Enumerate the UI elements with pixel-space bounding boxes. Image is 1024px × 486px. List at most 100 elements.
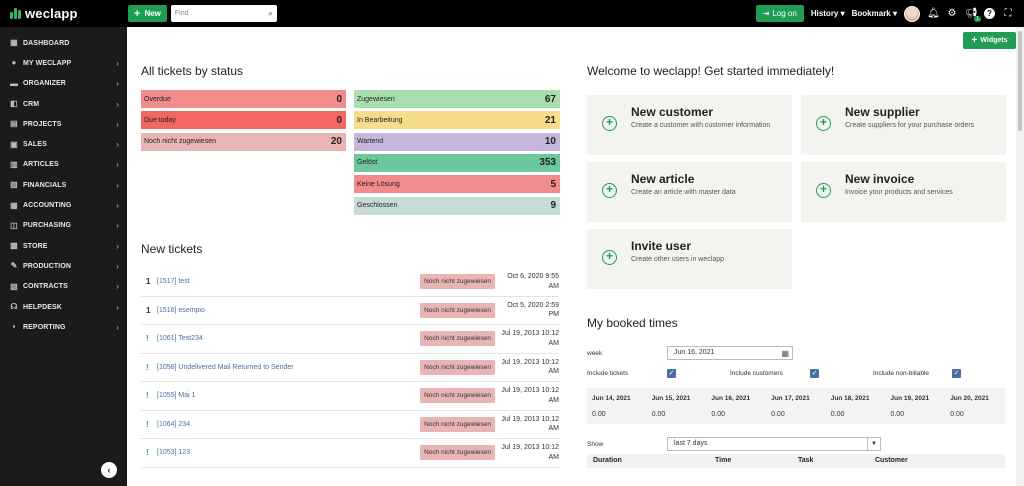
priority-indicator: 1 <box>146 277 151 287</box>
status-cell[interactable]: Wartend 10 <box>354 132 560 151</box>
chevron-right-icon: › <box>116 140 119 150</box>
table-row[interactable]: ! [1055] Mai 1 Noch nicht zugewiesen Jul 19… <box>141 382 559 411</box>
chevron-right-icon: › <box>116 160 119 170</box>
card-new-supplier[interactable]: + New supplier Create suppliers for your p… <box>801 95 1006 155</box>
week-date-input[interactable]: Jun 16, 2021 ▦ <box>667 346 793 360</box>
table-row[interactable]: ! [1061] Test234 Noch nicht zugewiesen Jul … <box>141 325 559 354</box>
ticket-link[interactable]: [1064] 234 <box>157 420 191 428</box>
week-day-date: Jun 16, 2021 <box>711 395 751 402</box>
sidebar-item-crm[interactable]: ◧ CRM › <box>0 94 127 114</box>
sidebar-item-store[interactable]: ▩ STORE › <box>0 236 127 256</box>
sidebar-item-label: ACCOUNTING <box>23 202 72 210</box>
new-button[interactable]: + New <box>128 5 167 22</box>
week-day-column: Jun 14, 2021 0.00 <box>587 388 647 424</box>
status-count: 10 <box>544 136 556 148</box>
megaphone-icon[interactable]: 📢︎ 1 <box>965 8 981 22</box>
search-input[interactable]: Find ⌕ <box>170 5 277 22</box>
ticket-date-line2: AM <box>548 282 560 290</box>
fullscreen-icon[interactable]: ⛶ <box>1004 8 1012 19</box>
chevron-right-icon: › <box>116 241 119 251</box>
ticket-link[interactable]: [1058] Undelivered Mail Returned to Send… <box>157 363 294 371</box>
week-day-column: Jun 15, 2021 0.00 <box>647 388 707 424</box>
sidebar-item-financials[interactable]: ▨ FINANCIALS › <box>0 175 127 195</box>
table-row[interactable]: ! [1053] 123 Noch nicht zugewiesen Jul 19, … <box>141 439 559 468</box>
status-cell[interactable]: Geschlossen 9 <box>354 196 560 215</box>
card-description: Create a customer with customer informat… <box>631 122 771 129</box>
crm-icon: ◧ <box>10 99 18 109</box>
sidebar-item-dashboard[interactable]: ▦ DASHBOARD <box>0 33 127 53</box>
sidebar-item-reporting[interactable]: ▪ REPORTING › <box>0 317 127 337</box>
sidebar-item-articles[interactable]: ▥ ARTICLES › <box>0 155 127 175</box>
bookmark-menu[interactable]: Bookmark ▾ <box>852 9 897 18</box>
plus-icon: + <box>971 35 978 46</box>
ticket-date: Jul 19, 2013 10:12 AM <box>499 443 559 462</box>
help-icon[interactable]: ? <box>984 8 995 19</box>
status-cell[interactable]: Gelöst 353 <box>354 153 560 172</box>
show-range-select[interactable]: last 7 days ▼ <box>667 437 881 451</box>
status-label: Due today <box>144 116 176 124</box>
page-scrollbar[interactable] <box>1016 27 1024 486</box>
collapse-sidebar-button[interactable]: ‹ <box>101 462 117 478</box>
status-badge: Noch nicht zugewiesen <box>420 388 495 404</box>
ticket-date-line1: Jul 19, 2013 10:12 <box>501 358 559 366</box>
include-customers-checkbox[interactable]: ✓ <box>810 369 819 378</box>
table-row[interactable]: ! [1064] 234 Noch nicht zugewiesen Jul 19, … <box>141 411 560 439</box>
status-cell[interactable]: Due today 0 <box>141 111 346 130</box>
table-row[interactable]: ! [1058] Undelivered Mail Returned to Sen… <box>141 354 559 382</box>
bell-icon[interactable]: 🔔︎ <box>927 8 940 19</box>
sidebar-item-production[interactable]: ✎ PRODUCTION › <box>0 256 127 276</box>
include-tickets-checkbox[interactable]: ✓ <box>667 369 676 378</box>
status-label: Wartend <box>357 138 384 146</box>
booked-times-title: My booked times <box>587 316 678 330</box>
caret-down-icon: ▾ <box>840 9 845 18</box>
status-badge: Noch nicht zugewiesen <box>420 359 495 375</box>
card-title: New article <box>631 172 695 186</box>
include-nonbillable-checkbox[interactable]: ✓ <box>952 369 961 378</box>
sidebar-item-purchasing[interactable]: ◫ PURCHASING › <box>0 216 127 236</box>
status-cell[interactable]: Keine Lösung 5 <box>354 175 560 194</box>
sidebar-item-projects[interactable]: ▤ PROJECTS › <box>0 114 127 134</box>
sidebar-item-sales[interactable]: ▣ SALES › <box>0 134 127 154</box>
card-invite-user[interactable]: + Invite user Create other users in weclap… <box>587 229 792 289</box>
ticket-link[interactable]: [1516] esempio <box>157 306 205 314</box>
status-cell[interactable]: Overdue 0 <box>141 90 346 108</box>
status-cell[interactable]: In Bearbeitung 21 <box>354 111 560 130</box>
ticket-date: Jul 19, 2013 10:12 AM <box>499 358 559 377</box>
sidebar-item-helpdesk[interactable]: ☊ HELPDESK › <box>0 297 127 317</box>
ticket-date-line2: AM <box>548 425 560 433</box>
week-day-column: Jun 18, 2021 0.00 <box>826 388 886 424</box>
card-new-article[interactable]: + New article Create an article with maste… <box>587 162 792 222</box>
sidebar-item-accounting[interactable]: ▦ ACCOUNTING › <box>0 195 127 215</box>
ticket-link[interactable]: [1053] 123 <box>157 449 191 457</box>
status-count: 353 <box>539 157 556 169</box>
scrollbar-thumb[interactable] <box>1018 31 1022 131</box>
ticket-link[interactable]: [1517] test <box>157 278 190 286</box>
sidebar-item-organizer[interactable]: ▬ ORGANIZER › <box>0 74 127 94</box>
search-placeholder: Find <box>174 10 189 17</box>
status-cell[interactable]: Noch nicht zugewiesen 20 <box>141 132 346 151</box>
log-on-button[interactable]: ⇥ Log on <box>755 5 804 22</box>
status-count: 0 <box>336 93 342 105</box>
sidebar-item-my-weclapp[interactable]: ● MY WECLAPP › <box>0 53 127 73</box>
week-day-date: Jun 20, 2021 <box>950 395 989 402</box>
tickets-status-title: All tickets by status <box>141 64 244 78</box>
add-widgets-button[interactable]: + Widgets <box>963 32 1016 49</box>
card-new-customer[interactable]: + New customer Create a customer with cust… <box>587 95 792 155</box>
week-day-date: Jun 19, 2021 <box>890 395 930 402</box>
organizer-icon: ▬ <box>10 78 19 88</box>
card-title: Invite user <box>631 239 692 253</box>
ticket-link[interactable]: [1061] Test234 <box>157 335 203 343</box>
history-menu[interactable]: History ▾ <box>811 9 845 18</box>
logo[interactable]: weclapp <box>10 6 128 21</box>
avatar[interactable] <box>904 5 920 22</box>
table-row[interactable]: 1 [1517] test Noch nicht zugewiesen Oct 6, … <box>141 268 559 297</box>
status-label: Gelöst <box>357 159 378 167</box>
ticket-link[interactable]: [1055] Mai 1 <box>157 392 196 400</box>
sidebar-item-contracts[interactable]: ▧ CONTRACTS › <box>0 277 127 297</box>
card-new-invoice[interactable]: + New invoice Invoice your products and se… <box>801 162 1006 222</box>
table-row[interactable]: 1 [1516] esempio Noch nicht zugewiesen Oct … <box>141 297 559 325</box>
week-day-hours: 0.00 <box>830 411 845 418</box>
status-cell[interactable]: Zugewiesen 67 <box>354 90 560 108</box>
gear-icon[interactable]: ⚙ <box>947 8 957 19</box>
plus-circle-icon: + <box>602 116 617 131</box>
